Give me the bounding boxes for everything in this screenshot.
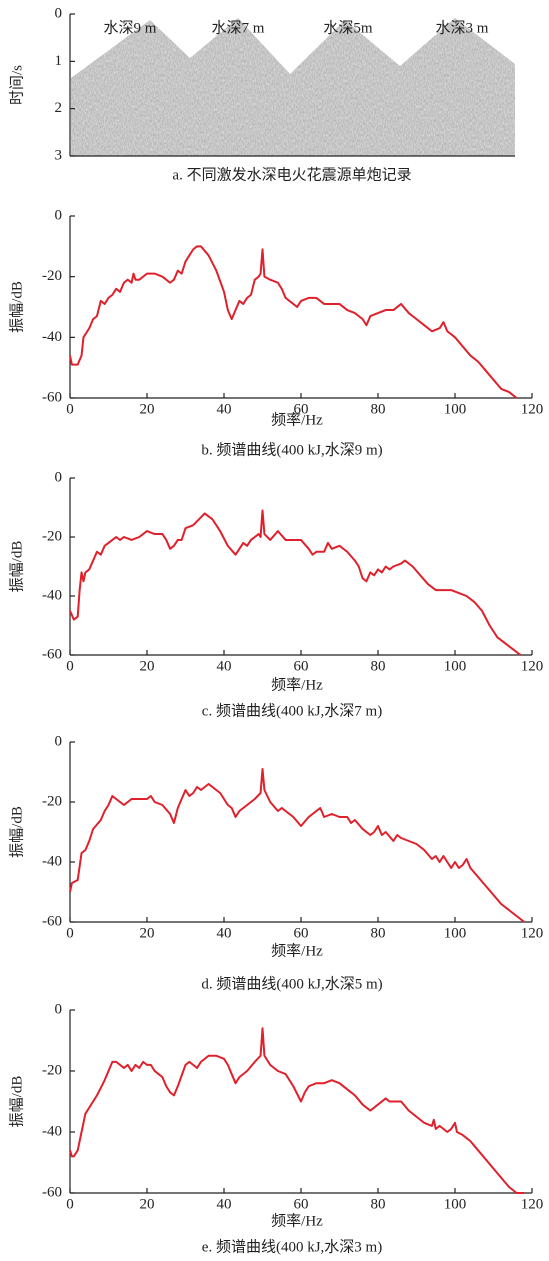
x-tick-label: 120 <box>521 401 544 417</box>
x-tick-label: 20 <box>140 925 155 941</box>
y-axis-label: 振幅/dB <box>8 806 25 858</box>
spectrum-line <box>69 1027 525 1194</box>
y-tick-label: 0 <box>55 469 63 485</box>
y-tick-label: -40 <box>42 853 62 869</box>
y-axis-label: 振幅/dB <box>8 281 25 333</box>
y-tick-label: -60 <box>42 646 62 662</box>
x-tick-label: 60 <box>294 925 309 941</box>
seismic-record <box>71 15 515 156</box>
caption: d. 频谱曲线(400 kJ,水深5 m) <box>201 975 382 992</box>
y-tick-label: 0 <box>55 1001 63 1017</box>
x-axis-label: 频率/Hz <box>271 411 323 428</box>
y-tick-label: -60 <box>42 1184 62 1200</box>
x-tick-label: 80 <box>371 925 386 941</box>
annotation: 水深9 m <box>104 19 157 36</box>
x-tick-label: 80 <box>371 658 386 674</box>
x-tick-label: 100 <box>444 925 467 941</box>
x-tick-label: 100 <box>444 1196 467 1212</box>
x-axis-label: 频率/Hz <box>271 1212 323 1229</box>
spectrum-line <box>69 509 522 656</box>
y-tick-label: -40 <box>42 587 62 603</box>
x-tick-label: 120 <box>521 1196 544 1212</box>
y-axis-label: 振幅/dB <box>8 1076 25 1128</box>
caption: a. 不同激发水深电火花震源单炮记录 <box>172 166 411 183</box>
y-tick-label: -20 <box>42 268 62 284</box>
spectrum-line <box>69 768 525 923</box>
annotation: 水深7 m <box>212 19 265 36</box>
x-tick-label: 20 <box>140 658 155 674</box>
x-tick-label: 60 <box>294 1196 309 1212</box>
y-axis-label: 振幅/dB <box>8 541 25 593</box>
x-tick-label: 120 <box>521 925 544 941</box>
y-tick-label: -60 <box>42 913 62 929</box>
x-axis-label: 频率/Hz <box>271 676 323 693</box>
y-tick-label: 0 <box>55 207 63 223</box>
caption: e. 频谱曲线(400 kJ,水深3 m) <box>202 1238 382 1255</box>
x-tick-label: 100 <box>444 658 467 674</box>
x-tick-label: 0 <box>66 401 74 417</box>
y-tick-label: -40 <box>42 329 62 345</box>
x-axis-label: 频率/Hz <box>271 942 323 959</box>
annotation: 水深5m <box>323 19 373 36</box>
x-tick-label: 60 <box>294 401 309 417</box>
y-axis-label: 时间/s <box>8 65 25 105</box>
y-tick-label: -20 <box>42 528 62 544</box>
x-tick-label: 40 <box>217 401 232 417</box>
x-tick-label: 20 <box>140 401 155 417</box>
x-tick-label: 0 <box>66 925 74 941</box>
x-tick-label: 40 <box>217 658 232 674</box>
y-tick-label: -20 <box>42 1062 62 1078</box>
caption: b. 频谱曲线(400 kJ,水深9 m) <box>201 441 382 458</box>
y-tick-label: 0 <box>55 5 63 21</box>
x-tick-label: 20 <box>140 1196 155 1212</box>
x-tick-label: 120 <box>521 658 544 674</box>
y-tick-label: -60 <box>42 389 62 405</box>
y-tick-label: -40 <box>42 1123 62 1139</box>
y-tick-label: 2 <box>55 100 63 116</box>
caption: c. 频谱曲线(400 kJ,水深7 m) <box>202 702 382 719</box>
y-tick-label: 0 <box>55 733 63 749</box>
y-tick-label: -20 <box>42 793 62 809</box>
x-tick-label: 0 <box>66 1196 74 1212</box>
y-tick-label: 3 <box>55 147 63 163</box>
x-tick-label: 40 <box>217 925 232 941</box>
x-tick-label: 0 <box>66 658 74 674</box>
annotation: 水深3 m <box>436 19 489 36</box>
x-tick-label: 60 <box>294 658 309 674</box>
x-tick-label: 100 <box>444 401 467 417</box>
x-tick-label: 80 <box>371 1196 386 1212</box>
x-tick-label: 40 <box>217 1196 232 1212</box>
y-tick-label: 1 <box>55 53 63 69</box>
x-tick-label: 80 <box>371 401 386 417</box>
spectrum-line <box>69 245 518 399</box>
